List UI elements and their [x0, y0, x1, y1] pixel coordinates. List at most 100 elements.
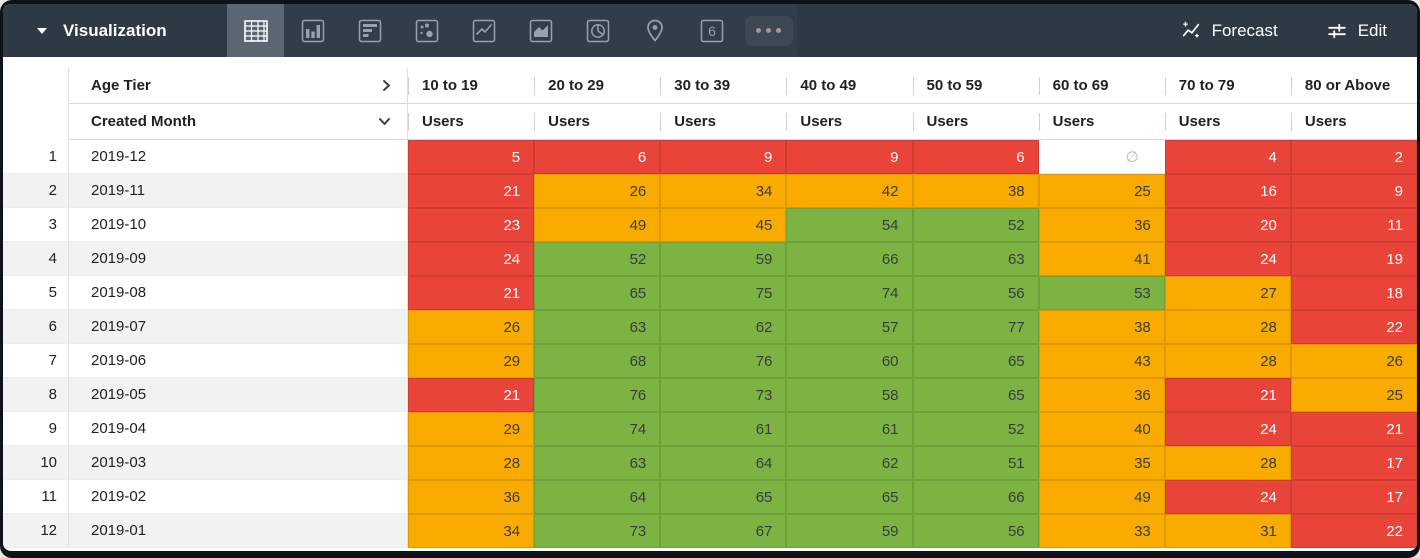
data-cell[interactable]: 21: [408, 378, 535, 412]
data-cell[interactable]: 27: [1164, 276, 1291, 310]
data-cell[interactable]: 52: [912, 208, 1039, 242]
forecast-button[interactable]: Forecast: [1180, 20, 1278, 42]
measure-header[interactable]: Users: [912, 104, 1039, 140]
row-label-month[interactable]: 2019-04: [69, 412, 408, 446]
data-cell[interactable]: 24: [1164, 242, 1291, 276]
pivot-column-header[interactable]: 50 to 59: [912, 68, 1039, 104]
viz-type-scatter-icon[interactable]: [398, 4, 455, 57]
data-cell[interactable]: 20: [1164, 208, 1291, 242]
chevron-right-icon[interactable]: [382, 79, 391, 92]
data-cell[interactable]: 75: [660, 276, 787, 310]
data-cell[interactable]: 65: [534, 276, 661, 310]
pivot-column-header[interactable]: 20 to 29: [534, 68, 661, 104]
data-cell[interactable]: 59: [786, 514, 913, 548]
data-cell[interactable]: 58: [786, 378, 913, 412]
data-cell[interactable]: 2: [1290, 140, 1417, 174]
data-cell[interactable]: 21: [1164, 378, 1291, 412]
data-cell[interactable]: 65: [912, 344, 1039, 378]
data-cell[interactable]: 64: [660, 446, 787, 480]
data-cell[interactable]: 41: [1038, 242, 1165, 276]
data-cell[interactable]: 51: [912, 446, 1039, 480]
data-cell[interactable]: 54: [786, 208, 913, 242]
data-cell[interactable]: 42: [786, 174, 913, 208]
row-label-month[interactable]: 2019-12: [69, 140, 408, 174]
viz-type-table-icon[interactable]: [227, 4, 284, 57]
data-cell[interactable]: 6: [912, 140, 1039, 174]
data-cell[interactable]: 49: [1038, 480, 1165, 514]
data-cell[interactable]: 22: [1290, 310, 1417, 344]
viz-type-line-icon[interactable]: [455, 4, 512, 57]
data-cell[interactable]: 56: [912, 276, 1039, 310]
data-cell[interactable]: 45: [660, 208, 787, 242]
data-cell[interactable]: 34: [660, 174, 787, 208]
viz-type-single-value-icon[interactable]: 6: [683, 4, 740, 57]
data-cell[interactable]: 73: [534, 514, 661, 548]
data-cell[interactable]: 17: [1290, 446, 1417, 480]
data-cell[interactable]: 6: [534, 140, 661, 174]
row-label-month[interactable]: 2019-01: [69, 514, 408, 548]
data-cell[interactable]: 38: [912, 174, 1039, 208]
data-cell[interactable]: 19: [1290, 242, 1417, 276]
pivot-column-header[interactable]: 70 to 79: [1164, 68, 1291, 104]
viz-type-map-icon[interactable]: [626, 4, 683, 57]
data-cell[interactable]: 52: [534, 242, 661, 276]
data-cell[interactable]: 25: [1290, 378, 1417, 412]
row-label-month[interactable]: 2019-02: [69, 480, 408, 514]
data-cell[interactable]: 28: [1164, 310, 1291, 344]
data-cell[interactable]: 11: [1290, 208, 1417, 242]
data-cell[interactable]: 33: [1038, 514, 1165, 548]
data-cell[interactable]: 40: [1038, 412, 1165, 446]
viz-type-bar-icon[interactable]: [284, 4, 341, 57]
data-cell[interactable]: 67: [660, 514, 787, 548]
data-cell[interactable]: 52: [912, 412, 1039, 446]
data-cell[interactable]: 66: [786, 242, 913, 276]
chevron-down-icon[interactable]: [378, 117, 391, 126]
data-cell[interactable]: 62: [786, 446, 913, 480]
data-cell[interactable]: 65: [660, 480, 787, 514]
viz-type-more-icon[interactable]: [740, 4, 797, 57]
data-cell[interactable]: 9: [1290, 174, 1417, 208]
data-cell[interactable]: 59: [660, 242, 787, 276]
data-cell[interactable]: 23: [408, 208, 535, 242]
measure-header[interactable]: Users: [534, 104, 661, 140]
viz-type-area-icon[interactable]: [512, 4, 569, 57]
data-cell[interactable]: 66: [912, 480, 1039, 514]
data-cell[interactable]: 56: [912, 514, 1039, 548]
data-cell[interactable]: 21: [408, 276, 535, 310]
data-cell[interactable]: 21: [1290, 412, 1417, 446]
row-label-month[interactable]: 2019-09: [69, 242, 408, 276]
data-cell[interactable]: 26: [1290, 344, 1417, 378]
data-cell[interactable]: 49: [534, 208, 661, 242]
data-cell[interactable]: 17: [1290, 480, 1417, 514]
data-cell[interactable]: 25: [1038, 174, 1165, 208]
data-cell[interactable]: 65: [912, 378, 1039, 412]
row-label-month[interactable]: 2019-08: [69, 276, 408, 310]
data-cell[interactable]: 24: [408, 242, 535, 276]
pivot-column-header[interactable]: 10 to 19: [408, 68, 535, 104]
data-cell[interactable]: 61: [660, 412, 787, 446]
data-cell[interactable]: 28: [1164, 344, 1291, 378]
data-cell[interactable]: 36: [408, 480, 535, 514]
data-cell[interactable]: 29: [408, 412, 535, 446]
data-cell[interactable]: 68: [534, 344, 661, 378]
data-cell[interactable]: 24: [1164, 412, 1291, 446]
data-cell[interactable]: 34: [408, 514, 535, 548]
pivot-column-header[interactable]: 40 to 49: [786, 68, 913, 104]
data-cell[interactable]: 35: [1038, 446, 1165, 480]
data-cell[interactable]: 26: [534, 174, 661, 208]
data-cell[interactable]: 9: [786, 140, 913, 174]
viz-type-pie-icon[interactable]: [569, 4, 626, 57]
data-cell[interactable]: 29: [408, 344, 535, 378]
measure-header[interactable]: Users: [1038, 104, 1165, 140]
data-cell[interactable]: 31: [1164, 514, 1291, 548]
data-cell[interactable]: 74: [786, 276, 913, 310]
data-cell[interactable]: 61: [786, 412, 913, 446]
data-cell[interactable]: 22: [1290, 514, 1417, 548]
data-cell[interactable]: 21: [408, 174, 535, 208]
pivot-column-header[interactable]: 30 to 39: [660, 68, 787, 104]
measure-header[interactable]: Users: [1290, 104, 1417, 140]
row-label-month[interactable]: 2019-05: [69, 378, 408, 412]
row-label-month[interactable]: 2019-07: [69, 310, 408, 344]
visualization-header-toggle[interactable]: Visualization: [3, 4, 227, 57]
data-cell[interactable]: 16: [1164, 174, 1291, 208]
